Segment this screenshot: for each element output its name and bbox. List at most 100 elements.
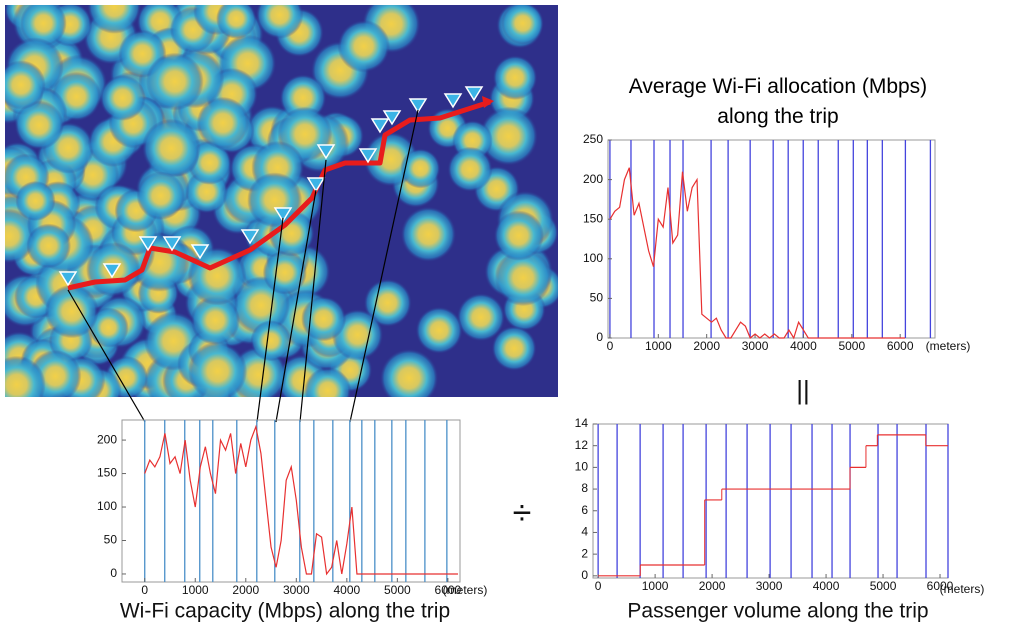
heat-spot — [379, 348, 439, 397]
heat-spot — [400, 148, 441, 189]
heat-spot — [136, 171, 185, 220]
heat-spot — [26, 223, 72, 269]
y-tick-label: 100 — [583, 251, 603, 265]
ap-marker — [370, 118, 390, 134]
heat-spot — [493, 210, 544, 261]
y-tick-label: 10 — [575, 460, 589, 474]
heat-spot — [196, 96, 250, 150]
ap-marker — [58, 271, 78, 287]
y-tick-label: 14 — [575, 416, 589, 430]
heat-spot — [190, 295, 240, 345]
heat-spot — [304, 367, 352, 397]
x-tick-label: 1000 — [645, 339, 672, 353]
y-tick-label: 150 — [583, 211, 603, 225]
x-tick-label: 3000 — [742, 339, 769, 353]
equals-symbol: || — [796, 375, 810, 405]
heat-spot — [145, 52, 204, 111]
ap-marker — [273, 207, 293, 223]
y-tick-label: 0 — [110, 566, 117, 580]
x-tick-label: 0 — [595, 579, 602, 593]
ap-marker — [408, 98, 428, 114]
y-tick-label: 150 — [97, 466, 117, 480]
x-tick-label: 5000 — [870, 579, 897, 593]
heat-spot — [20, 5, 67, 47]
x-tick-label: 4000 — [333, 583, 360, 597]
x-axis-label: (meters) — [443, 583, 488, 597]
ap-marker — [190, 244, 210, 260]
connector — [299, 159, 327, 423]
x-tick-label: 1000 — [182, 583, 209, 597]
connector — [275, 189, 317, 423]
x-tick-label: 6000 — [887, 339, 914, 353]
heat-spot — [44, 284, 99, 339]
plot-frame — [607, 139, 936, 339]
y-tick-label: 0 — [581, 568, 588, 582]
y-tick-label: 8 — [581, 481, 588, 495]
heat-spot — [5, 60, 46, 110]
x-tick-label: 0 — [141, 583, 148, 597]
x-axis-label: (meters) — [926, 339, 971, 353]
ap-marker — [102, 263, 122, 279]
x-tick-label: 4000 — [813, 579, 840, 593]
chart-title: Wi-Fi capacity (Mbps) along the trip — [120, 600, 450, 623]
route — [58, 86, 494, 291]
connector — [349, 109, 419, 423]
y-tick-label: 100 — [97, 499, 117, 513]
y-tick-label: 2 — [581, 546, 588, 560]
x-axis-label: (meters) — [940, 582, 985, 596]
y-tick-label: 50 — [104, 533, 118, 547]
ap-marker — [240, 229, 260, 245]
title-box: Average Wi-Fi allocation (Mbps) along th… — [628, 75, 928, 128]
ap-marker — [358, 148, 378, 164]
heat-spot — [87, 5, 142, 34]
ap-marker — [316, 144, 336, 160]
route-arrow — [482, 96, 494, 108]
y-tick-label: 200 — [583, 172, 603, 186]
heat-spot — [250, 320, 292, 362]
heat-spot — [501, 5, 544, 45]
x-tick-label: 3000 — [283, 583, 310, 597]
heat-spot — [14, 100, 64, 150]
heat-spot — [400, 206, 457, 263]
heat-spot — [88, 307, 129, 348]
heat-spot — [15, 180, 56, 221]
x-tick-label: 5000 — [838, 339, 865, 353]
heat-spot — [5, 355, 46, 397]
x-tick-label: 2000 — [693, 339, 720, 353]
x-tick-label: 5000 — [384, 583, 411, 597]
heat-spot — [337, 19, 391, 73]
ap-marker — [306, 177, 326, 193]
x-tick-label: 4000 — [790, 339, 817, 353]
heat-spot — [262, 250, 307, 295]
heat-spot — [99, 74, 146, 121]
ap-marker — [464, 86, 484, 102]
chart-title: Passenger volume along the trip — [627, 600, 928, 623]
heat-spot — [456, 293, 506, 342]
heat-spot — [494, 249, 552, 307]
y-tick-label: 50 — [590, 291, 604, 305]
x-tick-label: 6000 — [435, 583, 462, 597]
heat-spot — [363, 278, 412, 328]
division-symbol: ÷ — [513, 494, 532, 532]
heat-spot — [415, 306, 463, 354]
y-tick-label: 200 — [97, 432, 117, 446]
ap-marker — [138, 236, 158, 252]
y-tick-label: 250 — [583, 132, 603, 146]
heat-map — [5, 5, 558, 397]
x-tick-label: 3000 — [756, 579, 783, 593]
plot-frame — [121, 419, 461, 583]
connectors — [67, 109, 419, 423]
chart-title: Average Wi-Fi allocation (Mbps) along th… — [628, 75, 928, 128]
route-line — [67, 99, 491, 291]
y-tick-label: 4 — [581, 525, 588, 539]
heat-spot — [247, 172, 303, 228]
ap-marker — [382, 110, 402, 126]
connector — [67, 289, 146, 423]
ap-marker — [443, 93, 463, 109]
x-tick-label: 6000 — [927, 579, 954, 593]
y-tick-label: 0 — [596, 330, 603, 344]
x-tick-label: 2000 — [232, 583, 259, 597]
heat-spot — [301, 296, 347, 342]
y-tick-label: 6 — [581, 503, 588, 517]
